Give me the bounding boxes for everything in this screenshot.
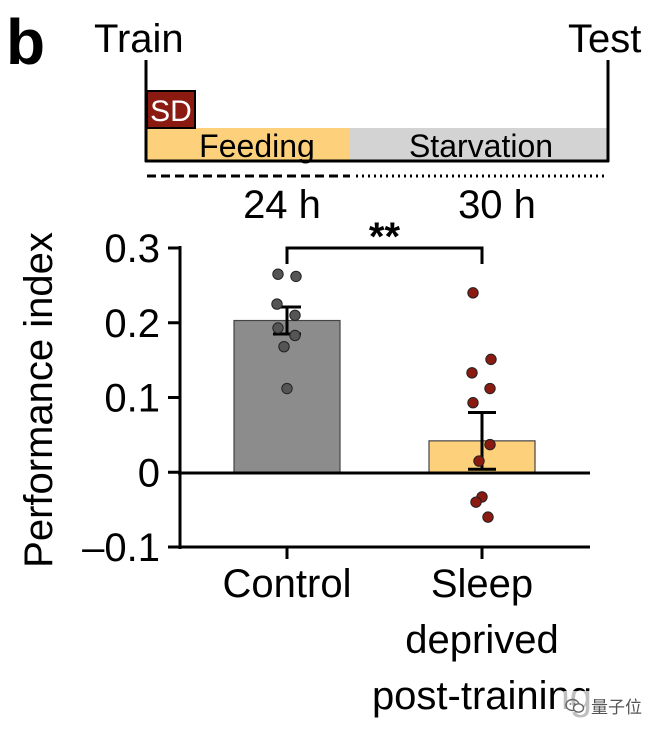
data-point	[466, 367, 478, 379]
y-axis-label: Performance index	[17, 232, 61, 568]
data-point	[484, 438, 496, 451]
data-point	[271, 298, 283, 310]
x-category-label: Sleep	[431, 562, 533, 606]
feeding-bar	[147, 128, 350, 160]
data-point	[470, 496, 482, 508]
y-tick-label: 0.2	[104, 302, 160, 346]
y-tick-label: –0.1	[82, 526, 160, 570]
y-tick-label: 0.3	[104, 227, 160, 271]
data-point	[289, 329, 301, 342]
y-tick-label: 0	[138, 451, 160, 495]
data-point	[473, 455, 485, 467]
data-point	[484, 382, 496, 395]
train-label: Train	[94, 17, 184, 61]
starvation-label: Starvation	[409, 128, 553, 164]
data-point	[289, 309, 301, 321]
feeding-label: Feeding	[199, 128, 315, 164]
significance-stars: **	[369, 215, 401, 259]
sd-label: SD	[150, 95, 192, 128]
feeding-duration-label: 24 h	[243, 183, 321, 227]
test-label: Test	[568, 17, 641, 61]
data-point	[485, 353, 497, 366]
starvation-duration-label: 30 h	[458, 183, 536, 227]
bar-chart: Performance index –0.1 0 0.1 0.2 0.3 Control…	[17, 215, 592, 718]
data-point	[278, 340, 290, 353]
watermark-text: 量子位	[591, 698, 642, 718]
data-point	[467, 397, 479, 409]
wechat-icon	[565, 698, 585, 713]
panel-label: b	[6, 6, 45, 78]
data-point	[272, 322, 284, 334]
sd-box	[146, 90, 196, 129]
x-category-label: post-training	[372, 674, 592, 718]
data-point	[482, 511, 494, 523]
data-point	[272, 268, 284, 280]
data-point	[281, 382, 293, 395]
data-points	[271, 268, 497, 523]
data-point	[467, 287, 479, 299]
y-tick-label: 0.1	[104, 377, 160, 421]
x-category-label: Control	[223, 562, 352, 606]
timeline: Train Test SD Feeding Starvation 24 h 30…	[94, 17, 641, 227]
y-axis-ticks: –0.1 0 0.1 0.2 0.3	[82, 227, 180, 570]
x-axis-labels: Control Sleep deprived post-training	[223, 547, 592, 718]
x-category-label: deprived	[405, 618, 558, 662]
significance-bracket: **	[285, 215, 484, 264]
watermark: 量子位	[561, 691, 646, 720]
data-point	[290, 270, 302, 283]
starvation-bar	[350, 128, 608, 160]
